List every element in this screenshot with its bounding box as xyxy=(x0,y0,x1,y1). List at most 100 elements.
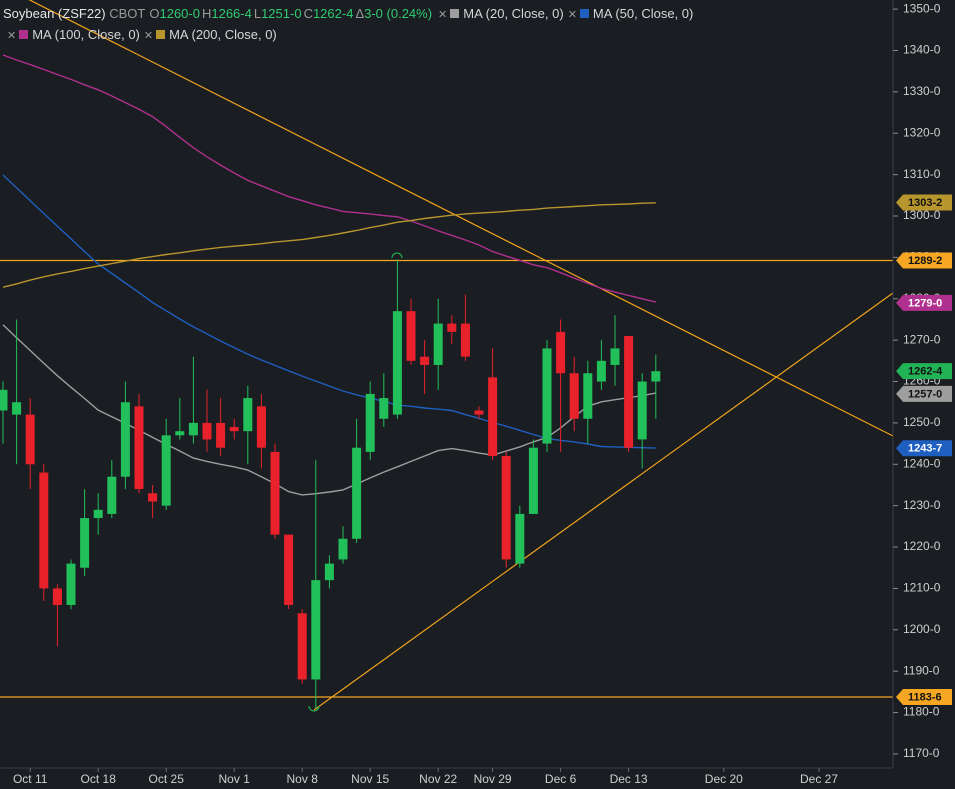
price-tag-label: 1243-7 xyxy=(908,443,942,455)
candle-body xyxy=(637,381,647,440)
trend-line xyxy=(313,292,893,711)
x-tick-label: Dec 27 xyxy=(800,772,838,786)
y-tick-label: 1340-0 xyxy=(903,43,941,57)
price-tag xyxy=(896,194,952,211)
quote-value: 1251-0 xyxy=(261,6,302,21)
plot-area xyxy=(0,0,893,712)
remove-icon: ✕ xyxy=(143,30,154,42)
remove-icon: ✕ xyxy=(567,9,577,21)
x-tick-label: Nov 8 xyxy=(287,772,319,786)
y-tick-label: 1190-0 xyxy=(903,663,940,677)
candle-body xyxy=(66,563,76,605)
legend-label: MA (20, Close, 0) xyxy=(463,6,564,21)
candle-body xyxy=(284,534,294,605)
candle-body xyxy=(420,356,430,365)
legend-swatch xyxy=(19,30,29,39)
y-tick-label: 1240-0 xyxy=(903,456,941,470)
candle-body xyxy=(120,402,130,477)
y-tick-label: 1170-0 xyxy=(903,746,940,760)
quote-value: 1266-4 xyxy=(211,6,252,21)
ma-line xyxy=(2,54,656,303)
y-tick-label: 1220-0 xyxy=(903,539,941,553)
y-tick-label: 1230-0 xyxy=(903,498,941,512)
legend-swatch xyxy=(156,30,166,39)
candle-body xyxy=(488,377,498,456)
candle-body xyxy=(134,406,144,490)
price-tag-label: 1279-0 xyxy=(908,297,942,309)
candle-body xyxy=(624,336,634,448)
candle-body xyxy=(188,422,198,436)
price-tag xyxy=(896,689,952,706)
candle-body xyxy=(610,348,620,365)
candle-body xyxy=(148,493,158,502)
legend-row: Soybean (ZSF22) CBOT O1260-0 H1266-4 L1251-… xyxy=(3,3,693,24)
y-tick-label: 1210-0 xyxy=(903,581,941,595)
candle-body xyxy=(311,580,321,680)
legend-row: ✕ MA (100, Close, 0) ✕ MA (200, Close, 0) xyxy=(3,24,693,45)
quote-value: 1260-0 xyxy=(159,6,200,21)
quote-key: O xyxy=(149,6,160,21)
candle-body xyxy=(460,323,470,357)
candle-body xyxy=(256,406,266,448)
y-tick-label: 1270-0 xyxy=(903,332,941,346)
candle-body xyxy=(161,435,171,506)
candle-body xyxy=(583,373,593,419)
price-tag xyxy=(896,252,952,269)
quote-value: 3-0 (0.24%) xyxy=(364,6,433,21)
candle-body xyxy=(365,393,375,452)
price-tag xyxy=(896,294,952,311)
candle-body xyxy=(433,323,443,365)
x-tick-label: Nov 22 xyxy=(419,772,457,786)
quote-key: Δ xyxy=(355,6,365,21)
y-tick-label: 1200-0 xyxy=(903,622,941,636)
y-tick-label: 1310-0 xyxy=(903,167,941,181)
candle-body xyxy=(39,472,49,589)
quote-key: H xyxy=(201,6,212,21)
price-tag-label: 1262-4 xyxy=(908,366,943,378)
candle-body xyxy=(542,348,552,444)
symbol: Soybean (ZSF22) xyxy=(3,6,106,21)
x-tick-label: Nov 15 xyxy=(351,772,389,786)
high-marker xyxy=(391,252,403,259)
x-tick-label: Oct 25 xyxy=(149,772,185,786)
candle-body xyxy=(474,410,484,415)
remove-icon: ✕ xyxy=(438,9,448,21)
candle-body xyxy=(202,422,212,440)
price-tag xyxy=(896,363,952,380)
y-tick-label: 1320-0 xyxy=(903,125,941,139)
x-tick-label: Oct 11 xyxy=(13,772,48,786)
candle-body xyxy=(447,323,457,332)
candle-body xyxy=(52,588,62,605)
y-tick-label: 1300-0 xyxy=(903,208,941,222)
ma-line xyxy=(2,202,656,288)
quote-value: 1262-4 xyxy=(312,6,354,21)
price-tag xyxy=(896,385,952,402)
quote-key: C xyxy=(303,6,313,21)
candle-body xyxy=(528,447,538,514)
exchange: CBOT xyxy=(109,6,146,21)
low-marker xyxy=(308,705,320,712)
candle-body xyxy=(338,538,348,560)
candle-body xyxy=(0,389,8,411)
y-tick-label: 1350-0 xyxy=(903,1,941,15)
x-tick-label: Dec 13 xyxy=(610,772,648,786)
candle-body xyxy=(352,447,362,539)
candle-body xyxy=(556,331,566,374)
x-tick-label: Dec 20 xyxy=(705,772,743,786)
candle-body xyxy=(392,311,402,415)
legend-label: MA (50, Close, 0) xyxy=(592,6,694,21)
candle-body xyxy=(651,371,661,382)
candle-body xyxy=(297,613,307,680)
legend-label: MA (100, Close, 0) xyxy=(32,27,140,42)
candle-body xyxy=(80,518,90,568)
x-tick-label: Nov 1 xyxy=(219,772,251,786)
price-tag xyxy=(896,440,952,457)
price-tag-label: 1303-2 xyxy=(908,197,942,209)
candle-body xyxy=(515,513,525,564)
candle-body xyxy=(270,451,280,535)
y-tick-label: 1180-0 xyxy=(903,705,940,719)
candle-body xyxy=(216,422,226,448)
x-tick-label: Dec 6 xyxy=(545,772,577,786)
